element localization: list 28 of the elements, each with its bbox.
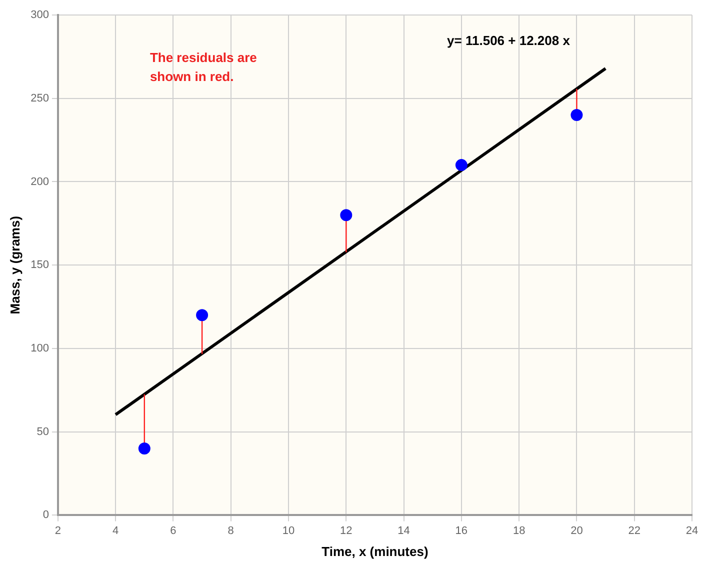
- y-tick-label: 250: [30, 92, 49, 104]
- y-tick-label: 0: [42, 509, 49, 522]
- y-tick-label: 50: [36, 426, 49, 438]
- point: [455, 159, 468, 172]
- y-tick-label: 200: [30, 176, 49, 188]
- x-tick-label: 10: [282, 524, 295, 537]
- x-tick-label: 4: [112, 524, 119, 537]
- x-tick-label: 18: [512, 524, 526, 537]
- y-tick-label: 100: [30, 342, 49, 354]
- x-tick-label: 22: [628, 524, 640, 537]
- x-tick-label: 8: [228, 524, 234, 537]
- y-tick-label: 300: [30, 9, 49, 22]
- y-tick-label: 150: [30, 259, 49, 272]
- x-tick-label: 20: [570, 524, 583, 537]
- x-tick-label: 2: [54, 524, 62, 537]
- point: [138, 442, 150, 455]
- x-tick-label: 16: [455, 524, 468, 537]
- x-tick-label: 14: [398, 524, 410, 537]
- annotation: The residuals are shown in red.: [150, 50, 257, 84]
- point: [340, 209, 352, 222]
- y-axis-title: Mass, y (grams): [7, 216, 22, 314]
- annotation: y= 11.506 + 12.208 x: [447, 33, 571, 48]
- x-tick-label: 24: [686, 524, 698, 537]
- point: [196, 309, 208, 322]
- x-tick-label: 12: [340, 524, 352, 537]
- x-tick-label: 6: [170, 524, 176, 537]
- point: [570, 109, 583, 122]
- x-axis-title: Time, x (minutes): [322, 544, 428, 559]
